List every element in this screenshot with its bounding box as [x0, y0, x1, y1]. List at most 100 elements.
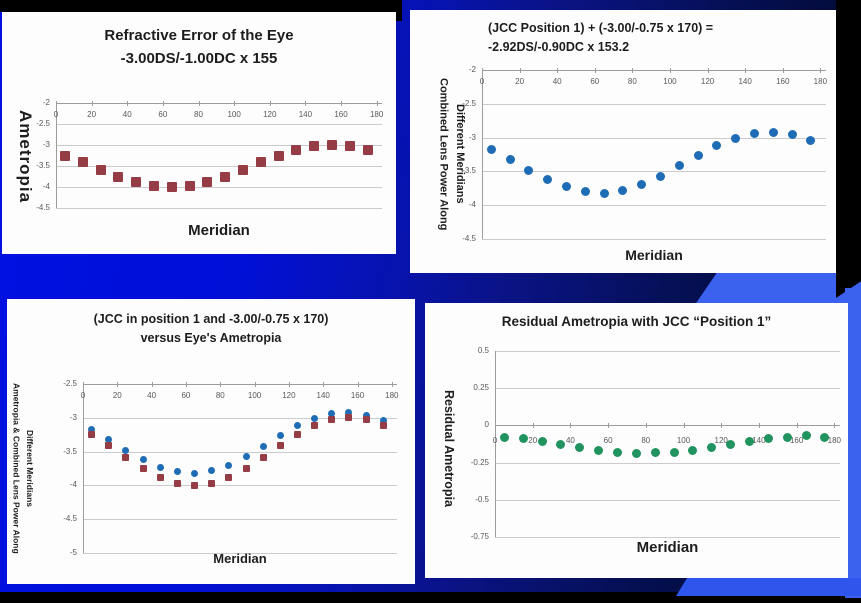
- chart-panel-jcc-versus-ametropia: (JCC in position 1 and -3.00/-0.75 x 170…: [7, 299, 415, 584]
- data-point: [105, 435, 113, 443]
- y-tick-label: -4.5: [462, 234, 476, 243]
- gridline: [495, 351, 840, 352]
- accent-bottom-corner-patch: [676, 578, 861, 596]
- data-point: [156, 463, 164, 471]
- data-point: [637, 180, 647, 190]
- data-point: [750, 129, 760, 139]
- y-axis-label: Residual Ametropia: [442, 355, 456, 541]
- gridline: [83, 384, 397, 385]
- gridline: [83, 417, 397, 419]
- chart-title-line: Residual Ametropia with JCC “Position 1”: [501, 314, 772, 329]
- x-tick-label: 120: [714, 436, 728, 446]
- x-tick-mark: [570, 423, 572, 429]
- plot-area: -2 -2.5 -3 -3.5 -4 -4.5 0 20 40 60 80 100 120 140 160 1…: [462, 65, 827, 243]
- chart-title-line: (JCC in position 1 and -3.00/-0.75 x 170…: [93, 312, 329, 326]
- x-tick-mark: [745, 68, 747, 73]
- chart-title-line: -3.00DS/-1.00DC x 155: [120, 50, 278, 68]
- data-point: [594, 446, 604, 456]
- data-point: [208, 479, 216, 487]
- data-point: [148, 180, 159, 191]
- data-point: [486, 144, 496, 154]
- y-tick-label: -2.5: [63, 379, 77, 388]
- data-point: [631, 449, 641, 459]
- y-tick-label: 0.25: [473, 383, 489, 393]
- data-point: [575, 443, 585, 453]
- x-tick-label: 40: [565, 436, 575, 446]
- x-axis-label: Meridian: [188, 222, 250, 239]
- x-tick-mark: [594, 68, 596, 73]
- x-tick-label: 160: [334, 110, 348, 119]
- data-point: [556, 440, 566, 450]
- y-tick-label: -4: [42, 182, 50, 191]
- chart-title-line: versus Eye's Ametropia: [140, 330, 282, 345]
- data-point: [309, 141, 320, 152]
- x-tick-label: 60: [158, 110, 168, 119]
- data-point: [537, 437, 547, 447]
- x-tick-mark: [198, 101, 200, 106]
- gridline: [56, 145, 382, 146]
- data-point: [345, 414, 353, 422]
- y-tick-label: -4: [468, 200, 476, 210]
- data-point: [122, 446, 130, 454]
- y-tick-label: -2: [468, 65, 476, 74]
- x-tick-mark: [305, 101, 307, 106]
- data-point: [156, 473, 164, 481]
- data-point: [88, 425, 96, 433]
- data-point: [674, 161, 684, 171]
- x-axis-label: Meridian: [636, 539, 699, 556]
- x-tick-label: 60: [181, 391, 191, 400]
- x-tick-label: 0: [492, 436, 498, 446]
- right-black-wedge: [836, 0, 861, 302]
- data-point: [362, 411, 370, 419]
- x-tick-label: 100: [663, 77, 677, 86]
- x-tick-label: 40: [122, 110, 132, 119]
- x-tick-label: 140: [298, 110, 313, 119]
- chart-title-line: Refractive Error of the Eye: [104, 27, 294, 44]
- chart-title-line: -2.92DS/-0.90DC x 153.2: [488, 40, 630, 55]
- gridline: [495, 462, 840, 464]
- data-point: [225, 461, 233, 469]
- data-point: [77, 157, 88, 168]
- gridline: [482, 137, 826, 139]
- data-point: [276, 442, 284, 450]
- gridline: [56, 124, 382, 125]
- data-point: [242, 465, 250, 472]
- chart-title-line: (JCC Position 1) + (-3.00/-0.75 x 170) =: [488, 21, 714, 35]
- data-point: [669, 447, 679, 457]
- x-tick-mark: [220, 382, 222, 387]
- y-axis-line: [482, 70, 483, 239]
- x-tick-mark: [683, 423, 685, 429]
- x-tick-mark: [83, 382, 84, 387]
- data-point: [379, 417, 387, 424]
- data-point: [276, 431, 284, 439]
- data-point: [806, 135, 816, 145]
- data-point: [105, 442, 113, 450]
- x-tick-mark: [391, 382, 393, 387]
- data-point: [327, 140, 338, 150]
- data-point: [191, 481, 199, 489]
- data-point: [693, 150, 703, 160]
- x-tick-mark: [56, 101, 57, 106]
- x-tick-mark: [608, 423, 610, 429]
- data-point: [362, 145, 373, 156]
- data-point: [650, 447, 660, 457]
- data-point: [131, 176, 142, 187]
- y-tick-label: -0.5: [475, 494, 489, 504]
- y-tick-label: -2: [42, 98, 50, 107]
- data-point: [562, 182, 572, 192]
- x-tick-label: 60: [590, 77, 600, 86]
- data-point: [259, 442, 267, 450]
- x-tick-mark: [519, 68, 521, 73]
- x-tick-label: 20: [528, 436, 538, 446]
- x-tick-mark: [185, 382, 187, 387]
- x-tick-mark: [323, 382, 325, 387]
- y-tick-label: -3: [69, 412, 77, 422]
- x-tick-mark: [495, 423, 496, 429]
- data-point: [95, 164, 106, 175]
- y-axis-label-line: Residual Ametropia: [442, 389, 456, 507]
- chart-panel-combined-lens-power: (JCC Position 1) + (-3.00/-0.75 x 170) =…: [410, 10, 836, 273]
- data-point: [113, 171, 124, 182]
- x-tick-mark: [288, 382, 290, 387]
- data-point: [242, 452, 250, 460]
- x-tick-mark: [117, 382, 119, 387]
